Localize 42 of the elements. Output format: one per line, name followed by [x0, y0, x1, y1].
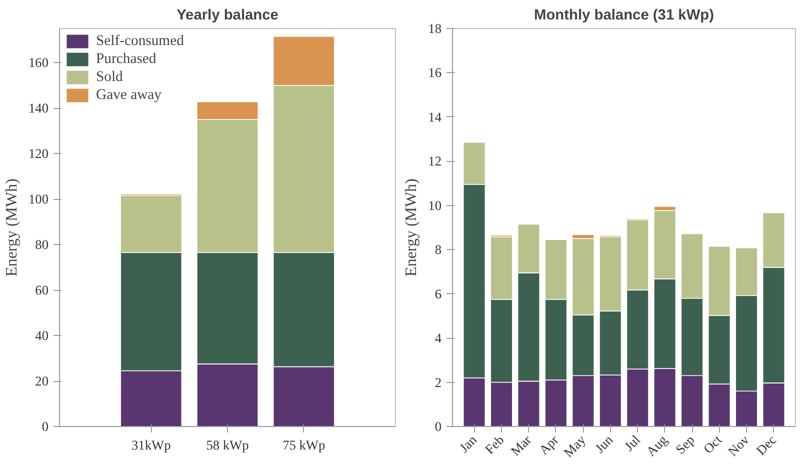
x-tick-label: Jan: [456, 432, 480, 456]
x-tick-label: Nov: [724, 432, 752, 460]
x-tick-label: Aug: [643, 432, 670, 460]
y-tick-label: 60: [35, 282, 49, 298]
legend-label: Purchased: [96, 50, 156, 68]
y-tick-label: 40: [35, 328, 49, 344]
legend-label: Sold: [96, 68, 123, 86]
y-tick-label: 0: [434, 419, 442, 434]
y-tick-label: 160: [28, 55, 49, 70]
x-tick-label: Sep: [672, 432, 698, 457]
x-tick-label: May: [560, 432, 589, 460]
y-tick-label: 10: [428, 198, 442, 213]
y-tick-label: 8: [434, 242, 442, 258]
x-tick-label: 75 kWp: [282, 438, 326, 452]
y-tick-label: 18: [428, 21, 442, 36]
x-tick-label: 31kWp: [132, 438, 172, 452]
x-tick-label: Apr: [536, 432, 562, 458]
x-tick-label: Feb: [482, 432, 508, 457]
x-tick-label: Jul: [621, 432, 644, 454]
chart-title: Monthly balance (31 kWp): [534, 8, 714, 24]
y-axis-title: Energy (MWh): [403, 178, 420, 276]
x-tick-label: 58 kWp: [206, 438, 250, 452]
y-tick-label: 14: [428, 109, 442, 124]
y-axis-title: Energy (MWh): [4, 178, 21, 276]
x-tick-label: Jun: [592, 432, 616, 456]
x-tick-label: Oct: [700, 432, 725, 456]
legend-label: Gave away: [96, 86, 162, 104]
y-tick-label: 100: [28, 192, 49, 207]
legend-label: Self-consumed: [96, 32, 184, 50]
y-tick-label: 16: [428, 65, 442, 80]
x-tick-label: Dec: [753, 432, 780, 458]
y-tick-label: 6: [434, 286, 442, 302]
y-tick-label: 2: [434, 374, 442, 390]
y-tick-label: 80: [35, 237, 49, 252]
x-tick-label: Mar: [508, 432, 534, 459]
y-tick-label: 20: [35, 374, 49, 389]
y-tick-label: 12: [428, 154, 442, 169]
y-tick-label: 4: [434, 330, 442, 346]
y-tick-label: 0: [42, 419, 49, 434]
y-tick-label: 140: [28, 100, 49, 116]
chart-title: Yearly balance: [176, 8, 278, 24]
y-tick-label: 120: [28, 146, 49, 162]
